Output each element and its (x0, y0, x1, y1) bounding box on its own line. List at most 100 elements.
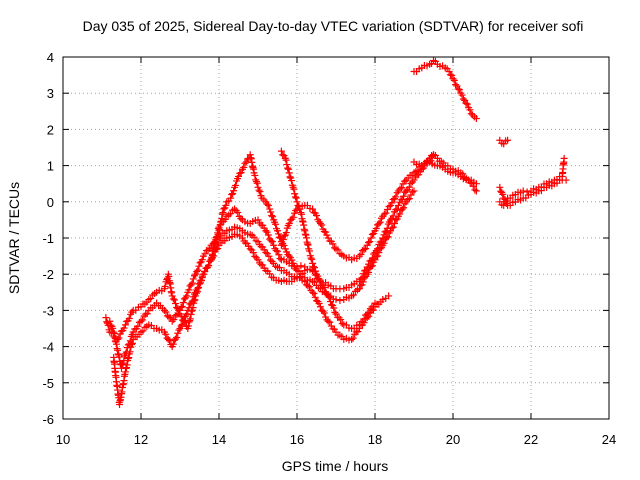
data-point-marker (198, 256, 206, 264)
data-point-marker (394, 201, 402, 209)
data-point-marker (374, 245, 382, 253)
data-point-marker (285, 169, 293, 177)
data-point-marker (450, 76, 458, 84)
data-point-marker (197, 277, 205, 285)
data-point-marker (396, 210, 404, 218)
data-point-marker (453, 82, 461, 90)
data-point-marker (367, 234, 375, 242)
data-point-marker (283, 161, 291, 169)
data-point-marker (173, 311, 181, 319)
data-point-marker (275, 233, 283, 241)
data-point-marker (231, 205, 239, 213)
data-point-marker (362, 245, 370, 253)
data-point-marker (316, 220, 324, 228)
data-point-marker (316, 303, 324, 311)
y-tick-label: -5 (42, 376, 54, 391)
data-point-marker (448, 71, 456, 79)
data-point-marker (265, 252, 273, 260)
x-tick-label: 18 (368, 432, 382, 447)
data-point-marker (115, 334, 123, 342)
data-point-marker (147, 295, 155, 303)
data-point-marker (278, 240, 286, 248)
data-point-marker (193, 268, 201, 276)
data-point-marker (274, 227, 281, 235)
data-point-marker (190, 297, 198, 305)
data-point-marker (240, 163, 248, 171)
data-point-marker (329, 240, 337, 248)
data-point-marker (310, 268, 318, 276)
data-point-marker (191, 296, 199, 304)
data-point-marker (336, 297, 344, 305)
data-point-marker (227, 194, 235, 202)
data-point-marker (472, 187, 480, 195)
data-point-marker (366, 238, 374, 246)
data-point-marker (289, 213, 297, 221)
data-point-marker (165, 313, 173, 321)
data-point-marker (255, 186, 263, 194)
data-point-marker (282, 229, 290, 237)
data-point-marker (446, 71, 454, 79)
data-point-marker (365, 239, 372, 247)
data-point-marker (405, 195, 413, 203)
data-point-marker (297, 262, 305, 270)
data-point-marker (195, 283, 203, 291)
data-point-marker (211, 240, 219, 248)
data-point-marker (368, 262, 376, 270)
data-point-marker (277, 241, 285, 249)
data-point-marker (349, 334, 357, 342)
data-point-marker (276, 255, 284, 263)
data-point-marker (161, 282, 169, 290)
data-point-marker (320, 284, 328, 292)
data-point-marker (472, 115, 480, 123)
data-point-marker (410, 176, 418, 184)
data-point-marker (227, 210, 235, 218)
x-tick-label: 24 (602, 432, 616, 447)
data-point-marker (234, 208, 242, 216)
data-point-marker (407, 191, 415, 199)
data-point-marker (174, 329, 182, 337)
data-point-marker (384, 233, 392, 241)
data-point-marker (324, 317, 332, 325)
data-point-marker (282, 156, 290, 164)
grid-layer (63, 57, 609, 419)
data-point-marker (180, 317, 188, 325)
data-point-marker (355, 321, 363, 329)
data-point-marker (365, 260, 372, 268)
data-point-marker (324, 234, 332, 242)
data-point-marker (309, 288, 317, 296)
data-point-marker (173, 333, 181, 341)
data-point-marker (414, 166, 422, 174)
data-point-marker (292, 194, 300, 202)
data-point-marker (251, 252, 259, 260)
data-point-marker (385, 292, 393, 300)
data-point-marker (357, 282, 365, 290)
data-point-marker (383, 205, 391, 213)
data-point-marker (219, 209, 227, 217)
y-tick-label: 4 (47, 50, 54, 65)
data-point-marker (379, 234, 387, 242)
data-point-marker (560, 154, 568, 162)
data-point-marker (325, 293, 333, 301)
data-point-marker (210, 244, 218, 252)
data-point-marker (188, 307, 196, 315)
data-point-marker (288, 177, 296, 185)
data-point-marker (454, 85, 462, 93)
data-point-marker (310, 290, 318, 298)
data-point-marker (320, 309, 328, 317)
data-point-marker (309, 205, 317, 213)
data-point-marker (270, 241, 278, 249)
data-point-marker (369, 302, 377, 310)
plot-frame (62, 56, 610, 420)
data-point-marker (178, 302, 186, 310)
data-point-marker (252, 178, 260, 186)
data-point-marker (251, 171, 259, 179)
data-point-marker (186, 317, 194, 325)
data-point-marker (392, 206, 400, 214)
data-point-marker (139, 316, 147, 324)
x-axis-label: GPS time / hours (282, 458, 389, 474)
data-point-marker (286, 173, 294, 181)
data-point-marker (293, 263, 301, 271)
data-point-marker (405, 183, 413, 191)
data-point-marker (320, 227, 328, 235)
